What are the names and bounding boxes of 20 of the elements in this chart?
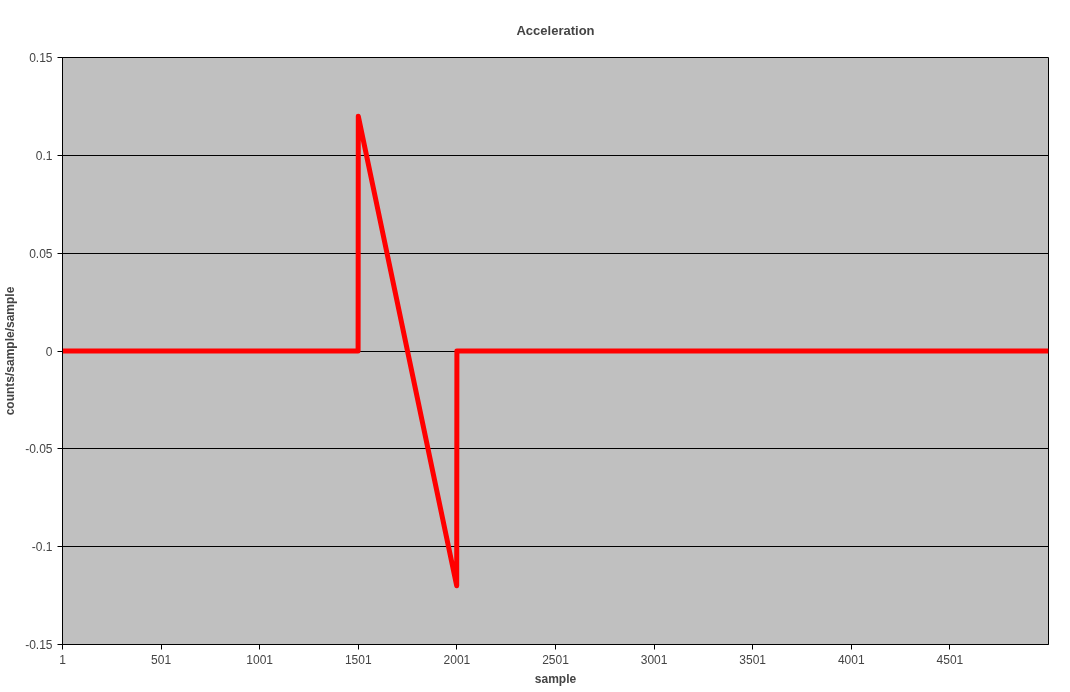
x-tick-label: 3501 [739,652,767,667]
x-tick-label: 4001 [837,652,865,667]
x-tick-label: 4501 [936,652,964,667]
y-tick-label: 0.15 [29,51,53,65]
y-tick-label: -0.1 [31,540,53,555]
x-axis-title: sample [534,671,577,686]
x-tick-label: 1001 [246,652,274,667]
x-tick-label: 501 [151,652,172,667]
x-tick-label: 3001 [640,652,668,667]
chart-title: Acceleration [516,22,595,38]
y-tick-label: 0.1 [35,148,53,163]
y-tick-label: -0.05 [25,442,53,457]
y-axis-title: counts/sample/sample [3,286,18,416]
x-tick-label: 2501 [542,652,570,667]
y-tick-label: -0.15 [25,638,53,652]
y-tick-label: 0.05 [29,246,53,261]
x-tick-label: 1501 [344,652,372,667]
x-tick-label: 2001 [443,652,471,667]
x-tick-label: 1 [59,652,67,667]
y-tick-label: 0 [45,344,53,359]
